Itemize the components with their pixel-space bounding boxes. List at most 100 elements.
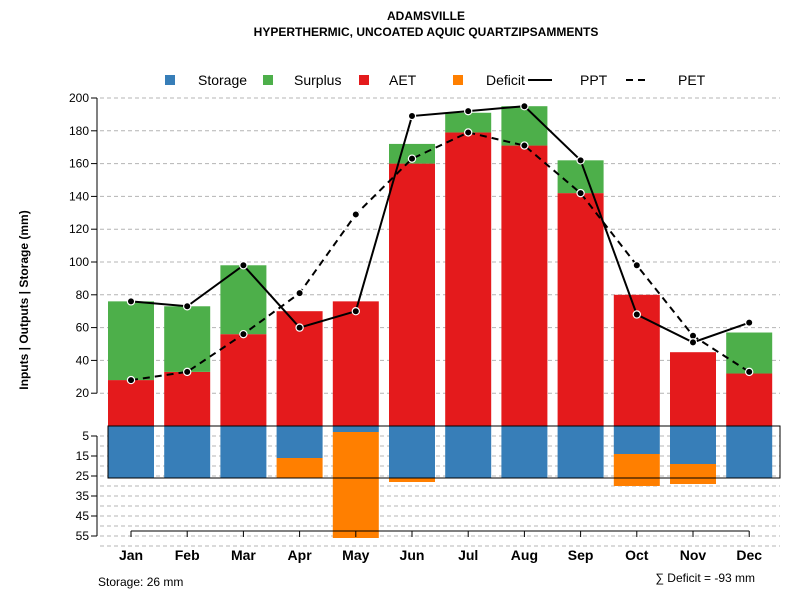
x-tick-label-apr: Apr xyxy=(288,547,313,563)
x-tick-label-mar: Mar xyxy=(231,547,256,563)
ppt-point-feb xyxy=(182,302,192,311)
ppt-point-apr xyxy=(295,323,304,332)
ppt-point-oct xyxy=(632,310,642,319)
storage-bar-sep xyxy=(557,426,604,478)
upper-y-tick-label-180: 180 xyxy=(69,124,89,138)
aet-bar-jul xyxy=(445,132,492,426)
pet-point-apr xyxy=(295,288,304,298)
storage-bar-oct xyxy=(613,426,660,454)
deficit-bar-nov xyxy=(670,464,716,484)
storage-bar-apr xyxy=(276,426,323,458)
aet-bar-jun xyxy=(389,163,435,426)
storage-bar-jan xyxy=(108,426,154,478)
legend-ppt-label: PPT xyxy=(580,72,608,88)
upper-y-tick-label-60: 60 xyxy=(76,321,90,335)
legend: Storage Surplus AET Deficit PPT PET xyxy=(165,72,706,88)
ppt-point-sep xyxy=(576,156,585,165)
upper-y-tick-label-20: 20 xyxy=(76,386,90,400)
storage-bar-jun xyxy=(389,426,435,478)
pet-point-feb xyxy=(182,367,192,377)
y-axis-label: Inputs | Outputs | Storage (mm) xyxy=(17,210,31,389)
legend-deficit-label: Deficit xyxy=(486,72,525,88)
upper-y-tick-label-80: 80 xyxy=(76,288,90,302)
storage-bar-jul xyxy=(445,426,492,478)
deficit-bar-apr xyxy=(276,458,323,478)
legend-storage-swatch xyxy=(165,75,175,85)
deficit-bar-jun xyxy=(389,478,435,482)
x-tick-label-dec: Dec xyxy=(736,547,762,563)
pet-point-sep xyxy=(576,188,585,198)
x-tick-label-nov: Nov xyxy=(680,547,707,563)
pet-point-jun xyxy=(407,154,417,163)
x-tick-label-jul: Jul xyxy=(458,547,478,563)
surplus-bar-sep xyxy=(557,160,604,194)
pet-point-aug xyxy=(520,141,529,150)
pet-line xyxy=(130,131,750,382)
upper-y-tick-label-140: 140 xyxy=(69,189,89,203)
legend-pet-label: PET xyxy=(678,72,706,88)
ppt-point-jun xyxy=(407,111,417,121)
aet-bar-jan xyxy=(108,380,154,426)
pet-point-oct xyxy=(632,261,642,270)
lower-y-tick-label-5: 5 xyxy=(82,429,89,443)
surplus-bar-aug xyxy=(501,106,548,146)
ppt-point-dec xyxy=(745,318,754,327)
surplus-bar-jul xyxy=(445,112,492,133)
upper-y-tick-label-120: 120 xyxy=(69,222,89,236)
pet-point-may xyxy=(351,210,360,219)
upper-y-tick-label-160: 160 xyxy=(69,157,89,171)
aet-bar-nov xyxy=(670,352,716,426)
x-tick-label-may: May xyxy=(342,547,369,563)
grid-lines xyxy=(100,97,780,547)
lower-y-tick-label-35: 35 xyxy=(76,489,90,503)
ppt-point-aug xyxy=(520,101,529,111)
storage-capacity-box xyxy=(107,425,781,479)
footer-deficit: ∑ Deficit = -93 mm xyxy=(655,571,755,585)
x-tick-label-sep: Sep xyxy=(568,547,594,563)
lower-y-tick-label-55: 55 xyxy=(76,529,90,543)
upper-y-tick-label-40: 40 xyxy=(76,353,90,367)
legend-deficit-swatch xyxy=(453,75,463,85)
surplus-bar-dec xyxy=(726,332,773,374)
chart-subtitle: HYPERTHERMIC, UNCOATED AQUIC QUARTZIPSAM… xyxy=(254,25,599,39)
aet-bar-dec xyxy=(726,373,773,426)
pet-point-jan xyxy=(126,375,136,385)
x-tick-label-jun: Jun xyxy=(400,547,425,563)
aet-bar-sep xyxy=(557,193,604,426)
aet-bar-mar xyxy=(220,334,267,426)
legend-surplus-label: Surplus xyxy=(294,72,341,88)
x-tick-label-aug: Aug xyxy=(511,547,538,563)
upper-y-tick-label-200: 200 xyxy=(69,91,89,105)
storage-bar-aug xyxy=(501,426,548,478)
legend-storage-label: Storage xyxy=(198,72,247,88)
ppt-point-mar xyxy=(239,261,248,270)
storage-bar-feb xyxy=(164,426,211,478)
storage-bar-dec xyxy=(726,426,773,478)
bars xyxy=(108,106,773,538)
legend-aet-swatch xyxy=(359,75,369,85)
upper-y-tick-label-100: 100 xyxy=(69,255,89,269)
storage-capacity-frame xyxy=(107,425,781,479)
pet-point-mar xyxy=(239,329,248,339)
ppt-point-jan xyxy=(126,297,136,306)
deficit-bar-oct xyxy=(613,454,660,486)
deficit-bar-may xyxy=(332,432,379,538)
surplus-bar-jan xyxy=(108,301,154,381)
ppt-point-may xyxy=(351,307,360,316)
storage-bar-may xyxy=(332,426,379,432)
chart-title: ADAMSVILLE xyxy=(387,9,465,23)
series-lines xyxy=(126,101,754,385)
pet-point-jul xyxy=(464,128,473,137)
storage-bar-nov xyxy=(670,426,716,464)
pet-point-dec xyxy=(745,367,754,377)
legend-surplus-swatch xyxy=(263,75,273,85)
x-tick-label-oct: Oct xyxy=(625,547,649,563)
legend-aet-label: AET xyxy=(389,72,417,88)
lower-y-tick-label-25: 25 xyxy=(76,469,90,483)
ppt-line xyxy=(130,105,750,344)
lower-y-tick-label-15: 15 xyxy=(76,449,90,463)
x-tick-label-jan: Jan xyxy=(119,547,143,563)
aet-bar-feb xyxy=(164,371,211,426)
surplus-bar-mar xyxy=(220,265,267,335)
